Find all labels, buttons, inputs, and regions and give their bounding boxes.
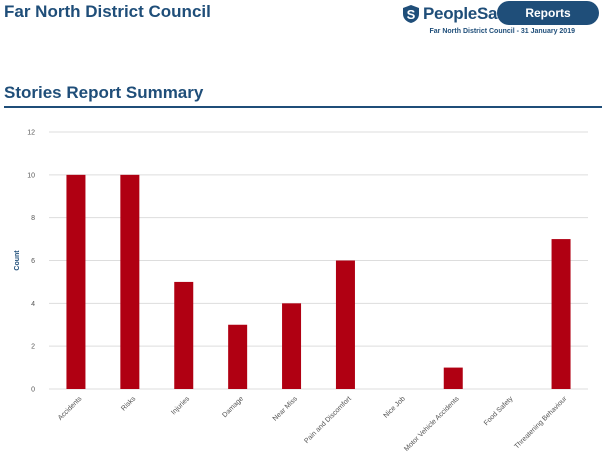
x-tick-label: Nice Job xyxy=(383,395,407,419)
x-tick-label: Threatening Behaviour xyxy=(513,395,569,451)
bar xyxy=(174,281,194,389)
report-subtitle: Far North District Council - 31 January … xyxy=(429,28,576,35)
section-title: Stories Report Summary xyxy=(4,83,204,102)
y-axis-title: Count xyxy=(14,250,21,271)
x-tick-label: Injuries xyxy=(170,395,191,416)
bar-chart: 0 2 4 6 8 10 12 Accidents Risks Injuries Damage Nea… xyxy=(14,130,588,453)
bar xyxy=(120,174,140,389)
bar xyxy=(335,260,355,389)
bar xyxy=(66,174,86,389)
reports-button[interactable]: Reports xyxy=(497,1,599,25)
y-tick-label: 12 xyxy=(27,130,35,137)
y-tick-label: 2 xyxy=(31,344,35,351)
org-title: Far North District Council xyxy=(4,2,211,21)
bar xyxy=(551,239,571,389)
section-divider xyxy=(4,106,602,108)
x-tick-label: Accidents xyxy=(57,395,84,422)
x-tick-label: Near Miss xyxy=(272,395,300,423)
bar xyxy=(443,367,463,389)
y-tick-label: 10 xyxy=(27,172,35,179)
bar xyxy=(282,303,302,389)
svg-text:S: S xyxy=(407,7,416,22)
x-tick-label: Pain and Discomfort xyxy=(303,395,353,445)
y-tick-label: 8 xyxy=(31,215,35,222)
x-tick-label: Motor Vehicle Accidents xyxy=(403,395,461,453)
brand-logo: S PeopleSafe xyxy=(401,1,512,27)
bar xyxy=(228,324,248,389)
brand-name: PeopleSafe xyxy=(423,4,512,23)
y-tick-label: 6 xyxy=(31,258,35,265)
x-tick-label: Food Safety xyxy=(483,395,515,427)
x-tick-label: Risks xyxy=(120,395,137,412)
x-tick-label: Damage xyxy=(221,395,245,419)
y-tick-label: 0 xyxy=(31,387,35,394)
y-tick-label: 4 xyxy=(31,301,35,308)
shield-s-icon: S xyxy=(403,5,419,23)
